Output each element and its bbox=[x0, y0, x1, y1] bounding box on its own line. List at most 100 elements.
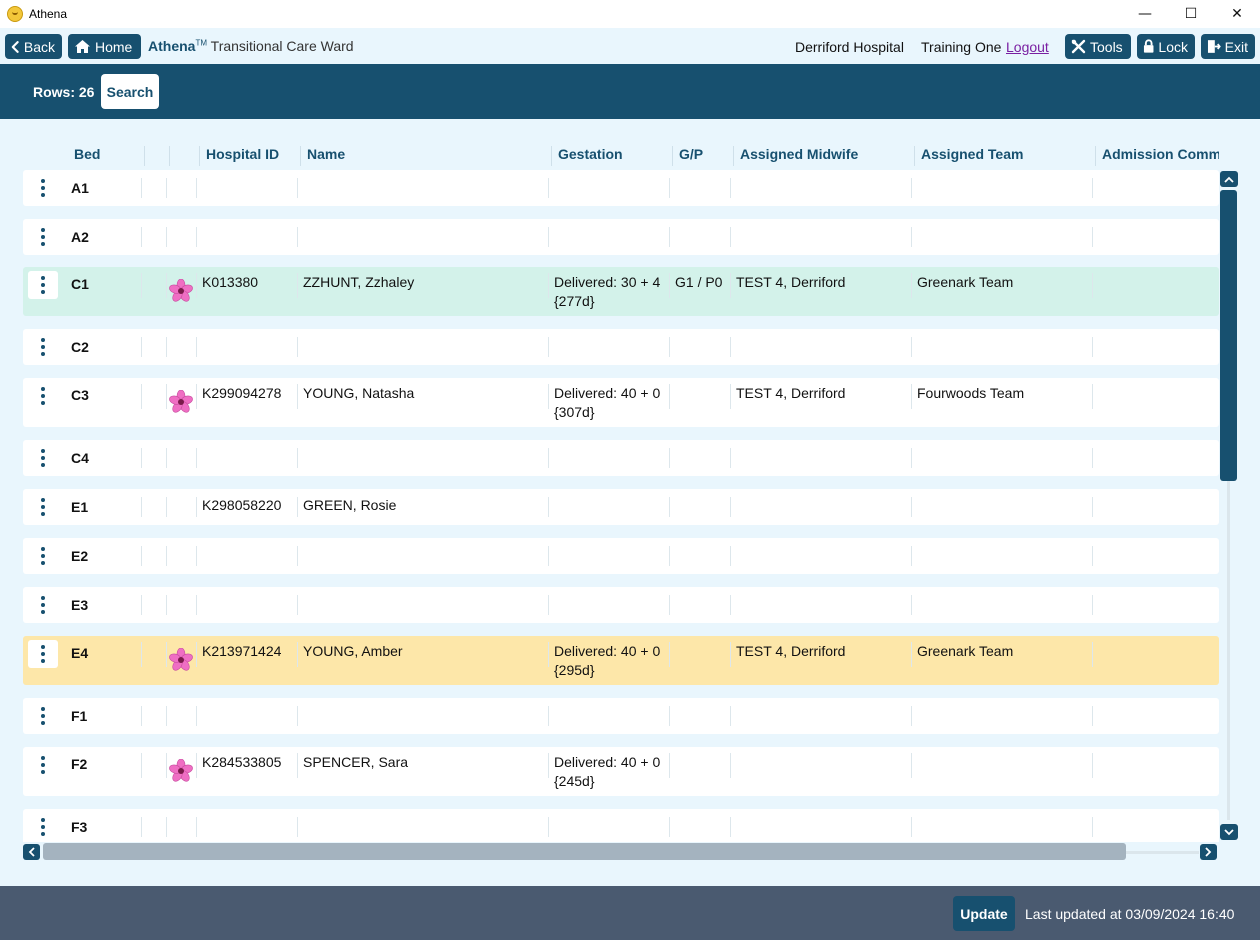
vertical-scroll-thumb[interactable] bbox=[1220, 190, 1237, 481]
column-separator bbox=[669, 178, 670, 198]
grid-header: Bed Hospital ID Name Gestation G/P Assig… bbox=[23, 140, 1219, 170]
scroll-left-button[interactable] bbox=[23, 844, 40, 860]
column-separator bbox=[911, 337, 912, 357]
ward-name: Transitional Care Ward bbox=[210, 38, 354, 54]
vertical-scrollbar[interactable] bbox=[1219, 170, 1239, 842]
column-separator bbox=[548, 595, 549, 615]
column-separator bbox=[669, 337, 670, 357]
exit-button[interactable]: Exit bbox=[1201, 34, 1255, 59]
column-separator bbox=[1092, 817, 1093, 837]
top-nav: Back Home AthenaTM Transitional Care War… bbox=[0, 28, 1260, 64]
scroll-down-button[interactable] bbox=[1220, 824, 1238, 840]
bed-label: E2 bbox=[71, 548, 89, 564]
column-separator bbox=[196, 448, 197, 468]
column-header-hospital-id[interactable]: Hospital ID bbox=[199, 146, 279, 166]
column-separator bbox=[911, 448, 912, 468]
kebab-menu-icon bbox=[41, 498, 45, 516]
kebab-menu-icon bbox=[41, 276, 45, 294]
horizontal-scroll-thumb[interactable] bbox=[43, 843, 1126, 860]
horizontal-scrollbar[interactable] bbox=[23, 843, 1219, 861]
column-separator bbox=[141, 546, 142, 566]
row-menu-button[interactable] bbox=[28, 382, 58, 410]
column-separator bbox=[1092, 178, 1093, 198]
chevron-left-icon bbox=[28, 847, 35, 857]
hospital-id-cell: K284533805 bbox=[202, 754, 282, 770]
search-button[interactable]: Search bbox=[101, 74, 159, 109]
table-row[interactable]: C2 bbox=[23, 329, 1219, 365]
column-separator bbox=[196, 273, 197, 298]
bed-label: C2 bbox=[71, 339, 89, 355]
row-menu-button[interactable] bbox=[28, 493, 58, 521]
row-menu-button[interactable] bbox=[28, 813, 58, 841]
row-menu-button[interactable] bbox=[28, 702, 58, 730]
table-row[interactable]: F3 bbox=[23, 809, 1219, 842]
table-row[interactable]: A1 bbox=[23, 170, 1219, 206]
lock-button[interactable]: Lock bbox=[1137, 34, 1195, 59]
column-separator bbox=[669, 227, 670, 247]
column-separator bbox=[166, 817, 167, 837]
row-menu-button[interactable] bbox=[28, 174, 58, 202]
bed-label: F3 bbox=[71, 819, 88, 835]
column-separator bbox=[730, 448, 731, 468]
table-row[interactable]: A2 bbox=[23, 219, 1219, 255]
column-separator bbox=[141, 817, 142, 837]
table-row[interactable]: C1 K013380 ZZHUNT, Zzhaley Delivered: 30 + … bbox=[23, 267, 1219, 316]
row-menu-button[interactable] bbox=[28, 333, 58, 361]
table-row[interactable]: F1 bbox=[23, 698, 1219, 734]
column-separator bbox=[1092, 706, 1093, 726]
column-header-gestation[interactable]: Gestation bbox=[551, 146, 623, 166]
column-separator bbox=[730, 706, 731, 726]
flower-icon bbox=[169, 758, 193, 783]
column-separator bbox=[141, 595, 142, 615]
update-button[interactable]: Update bbox=[953, 896, 1015, 931]
column-header-assigned-midwife[interactable]: Assigned Midwife bbox=[733, 146, 858, 166]
row-menu-button[interactable] bbox=[28, 751, 58, 779]
footer-bar: Update Last updated at 03/09/2024 16:40 bbox=[0, 886, 1260, 940]
table-row[interactable]: F2 K284533805 SPENCER, Sara Delivered: 40 +… bbox=[23, 747, 1219, 796]
row-menu-button[interactable] bbox=[28, 542, 58, 570]
bed-label: C3 bbox=[71, 387, 89, 403]
column-separator bbox=[166, 384, 167, 409]
table-row[interactable]: E3 bbox=[23, 587, 1219, 623]
column-header-assigned-team[interactable]: Assigned Team bbox=[914, 146, 1023, 166]
column-separator bbox=[911, 178, 912, 198]
row-menu-button[interactable] bbox=[28, 223, 58, 251]
home-button[interactable]: Home bbox=[68, 34, 141, 59]
column-separator bbox=[669, 706, 670, 726]
logout-link[interactable]: Logout bbox=[1006, 39, 1049, 55]
table-row[interactable]: E1 K298058220 GREEN, Rosie bbox=[23, 489, 1219, 525]
table-row[interactable]: E2 bbox=[23, 538, 1219, 574]
chevron-up-icon bbox=[1224, 176, 1234, 183]
column-separator bbox=[141, 178, 142, 198]
vertical-scroll-track[interactable] bbox=[1227, 192, 1230, 820]
column-separator bbox=[548, 227, 549, 247]
column-header-gp[interactable]: G/P bbox=[672, 146, 703, 166]
column-header-name[interactable]: Name bbox=[300, 146, 345, 166]
table-row[interactable]: C3 K299094278 YOUNG, Natasha Delivered: 40 … bbox=[23, 378, 1219, 427]
column-header-admission-comments[interactable]: Admission Comm bbox=[1095, 146, 1219, 166]
row-menu-button[interactable] bbox=[28, 271, 58, 299]
hospital-id-cell: K299094278 bbox=[202, 385, 282, 401]
tools-button[interactable]: Tools bbox=[1065, 34, 1131, 59]
maximize-button[interactable]: ☐ bbox=[1184, 6, 1198, 22]
column-separator bbox=[1092, 753, 1093, 778]
back-button[interactable]: Back bbox=[5, 34, 62, 59]
minimize-button[interactable]: — bbox=[1138, 6, 1152, 22]
close-button[interactable]: ✕ bbox=[1231, 6, 1243, 22]
column-header-bed[interactable]: Bed bbox=[74, 146, 101, 162]
table-row[interactable]: E4 K213971424 YOUNG, Amber Delivered: 40 + … bbox=[23, 636, 1219, 685]
row-menu-button[interactable] bbox=[28, 591, 58, 619]
kebab-menu-icon bbox=[41, 387, 45, 405]
scroll-right-button[interactable] bbox=[1200, 844, 1217, 860]
table-row[interactable]: C4 bbox=[23, 440, 1219, 476]
column-separator bbox=[911, 546, 912, 566]
column-separator bbox=[166, 227, 167, 247]
column-separator bbox=[141, 753, 142, 778]
flower-icon bbox=[169, 278, 193, 303]
assigned-team-cell: Greenark Team bbox=[917, 643, 1014, 659]
scroll-up-button[interactable] bbox=[1220, 171, 1238, 187]
row-menu-button[interactable] bbox=[28, 640, 58, 668]
column-separator bbox=[669, 497, 670, 517]
column-separator bbox=[1092, 273, 1093, 298]
row-menu-button[interactable] bbox=[28, 444, 58, 472]
